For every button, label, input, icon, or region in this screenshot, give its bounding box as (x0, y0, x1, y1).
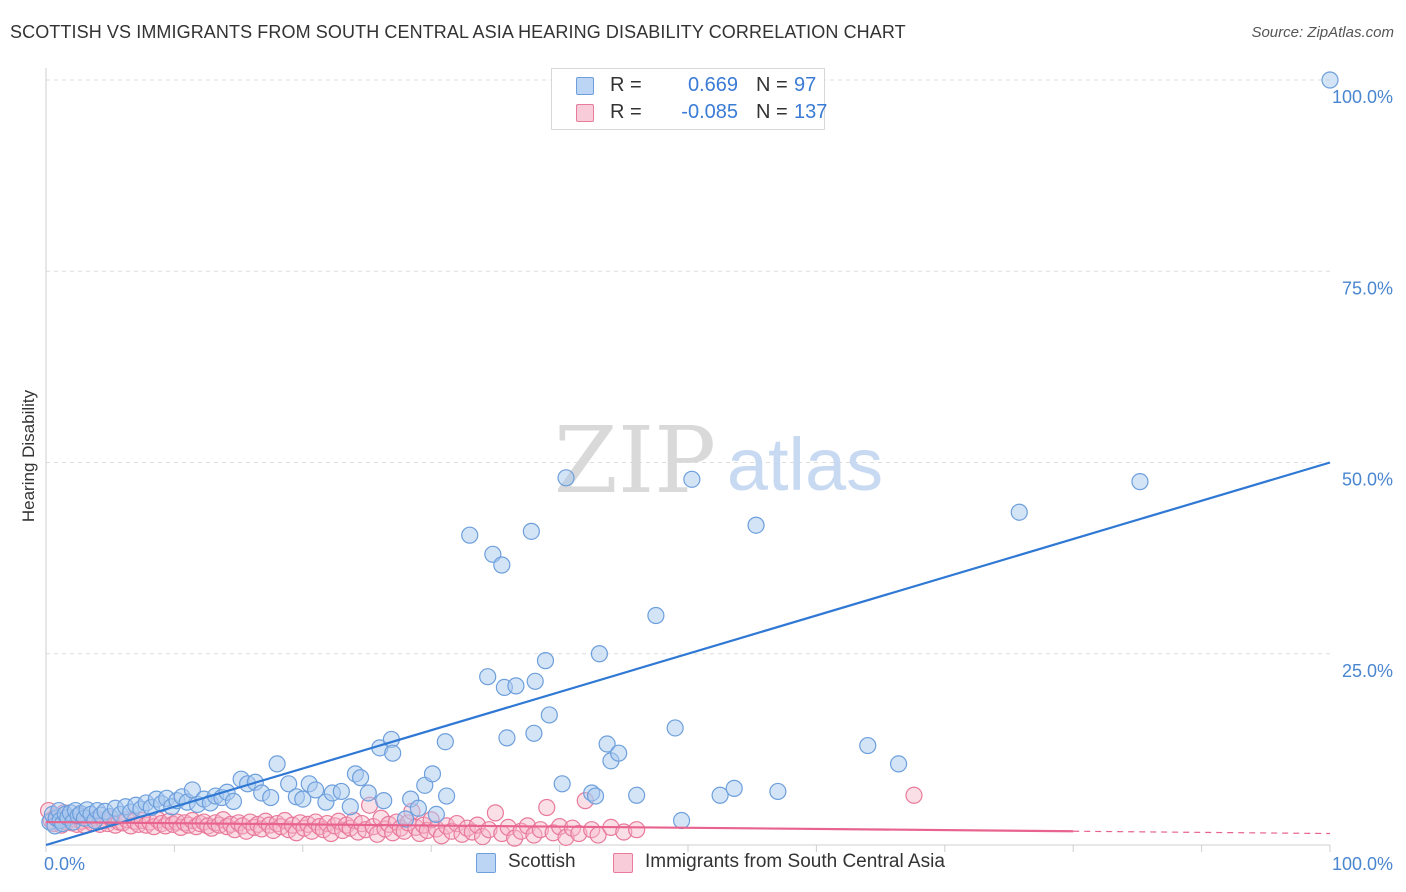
y-tick-label: 75.0% (1342, 278, 1393, 298)
legend-n-label: N = (756, 74, 788, 96)
scottish-point (610, 744, 628, 762)
grid-lines (46, 79, 1330, 655)
scottish-point (268, 755, 286, 773)
scottish-point (1131, 473, 1149, 491)
series-swatch-immigrants (613, 853, 633, 873)
legend-n-value: 97 (794, 74, 817, 96)
scottish-point (536, 652, 555, 670)
y-axis-label: Hearing Disability (19, 389, 38, 522)
immigrants-point (499, 818, 517, 837)
scottish-point (498, 729, 516, 747)
immigrants-point (628, 821, 646, 839)
legend-swatch-immigrants (576, 104, 594, 122)
legend-r-label: R = (610, 74, 642, 96)
tick-labels: 25.0% 50.0% 75.0% 100.0% 0.0% 100.0% (44, 87, 1393, 874)
scottish-point (747, 516, 765, 534)
legend-swatch-scottish (576, 77, 594, 95)
scottish-point (332, 782, 350, 801)
series-name-scottish: Scottish (508, 851, 576, 872)
y-tick-label: 50.0% (1342, 470, 1393, 490)
scottish-points (41, 71, 1339, 835)
scottish-point (436, 733, 454, 751)
scottish-point (557, 469, 575, 487)
scottish-point (479, 668, 497, 686)
scottish-point (525, 724, 543, 742)
scottish-point (522, 522, 540, 540)
immigrants-point (432, 827, 451, 845)
scottish-point (683, 470, 701, 488)
scottish-point (438, 787, 456, 805)
watermark-atlas: atlas (727, 423, 883, 506)
immigrants-point (905, 786, 923, 804)
immigrants-point (570, 824, 588, 843)
scottish-point (384, 744, 402, 762)
scottish-point (666, 719, 684, 737)
scottish-point (307, 781, 325, 799)
scottish-point (711, 786, 729, 804)
scottish-point (1010, 503, 1028, 521)
scottish-point (628, 786, 646, 804)
scottish-point (396, 810, 415, 828)
scottish-point (294, 790, 312, 808)
immigrants-point (506, 829, 524, 847)
scottish-point (769, 782, 787, 801)
immigrants-point (544, 824, 562, 842)
scottish-point (427, 805, 445, 824)
legend-r-value: 0.669 (687, 74, 738, 96)
x-tick-label: 0.0% (44, 854, 85, 874)
immigrants-trend-line (45, 820, 1074, 833)
scottish-point (359, 784, 377, 802)
correlation-legend: R = 0.669 N = 97 R = -0.085 N = 137 (551, 68, 828, 130)
scottish-point (859, 736, 877, 755)
scottish-point (409, 799, 427, 817)
scottish-point (586, 787, 605, 805)
immigrants-point (486, 804, 504, 822)
scottish-point (507, 677, 525, 695)
immigrants-point (557, 828, 575, 846)
scottish-point (341, 798, 359, 816)
immigrants-trend-extension (1073, 830, 1331, 835)
series-swatch-scottish (476, 853, 496, 873)
legend-n-label: N = (756, 101, 788, 123)
scottish-point (423, 765, 442, 783)
immigrants-point (448, 814, 466, 833)
scottish-point (262, 788, 280, 807)
x-tick-label: 100.0% (1332, 854, 1393, 874)
y-tick-label: 25.0% (1342, 661, 1393, 681)
scottish-point (590, 645, 609, 663)
scottish-point (375, 792, 393, 810)
watermark-zip: ZIP (554, 407, 716, 514)
legend-n-value: 137 (794, 101, 828, 123)
scottish-point (598, 735, 616, 753)
scottish-point (647, 606, 665, 625)
legend-r-label: R = (610, 101, 642, 123)
scottish-point (553, 775, 571, 793)
chart-title: SCOTTISH VS IMMIGRANTS FROM SOUTH CENTRA… (10, 22, 906, 42)
immigrants-point (473, 827, 492, 846)
axes (45, 68, 1331, 852)
scottish-trend-line (45, 461, 1331, 847)
scottish-point (540, 706, 558, 724)
scottish-point (280, 775, 298, 793)
scottish-point (1321, 71, 1339, 89)
scottish-point (672, 811, 691, 830)
scottish-point (224, 792, 243, 810)
y-tick-label: 100.0% (1332, 87, 1393, 107)
scottish-point (461, 526, 479, 544)
immigrants-point (538, 798, 556, 817)
scottish-point (889, 755, 908, 773)
trend-lines (45, 461, 1331, 847)
scottish-point (526, 672, 544, 690)
source-label: Source: ZipAtlas.com (1251, 24, 1394, 41)
series-name-immigrants: Immigrants from South Central Asia (645, 851, 945, 872)
scottish-point (725, 779, 743, 797)
legend-r-value: -0.085 (681, 101, 738, 123)
scottish-point (493, 556, 511, 574)
scottish-point (351, 769, 370, 787)
